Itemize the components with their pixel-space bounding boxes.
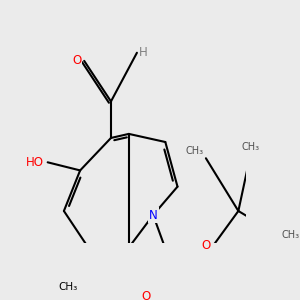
Text: O: O	[73, 54, 82, 68]
Text: O: O	[201, 239, 211, 252]
Text: CH₃: CH₃	[58, 282, 78, 292]
Text: H: H	[140, 46, 148, 59]
Text: CH₃: CH₃	[185, 146, 203, 156]
Text: O: O	[142, 290, 151, 300]
Text: N: N	[149, 208, 158, 221]
Text: CH₃: CH₃	[242, 142, 260, 152]
Text: HO: HO	[26, 156, 44, 169]
Text: CH₃: CH₃	[281, 230, 299, 240]
